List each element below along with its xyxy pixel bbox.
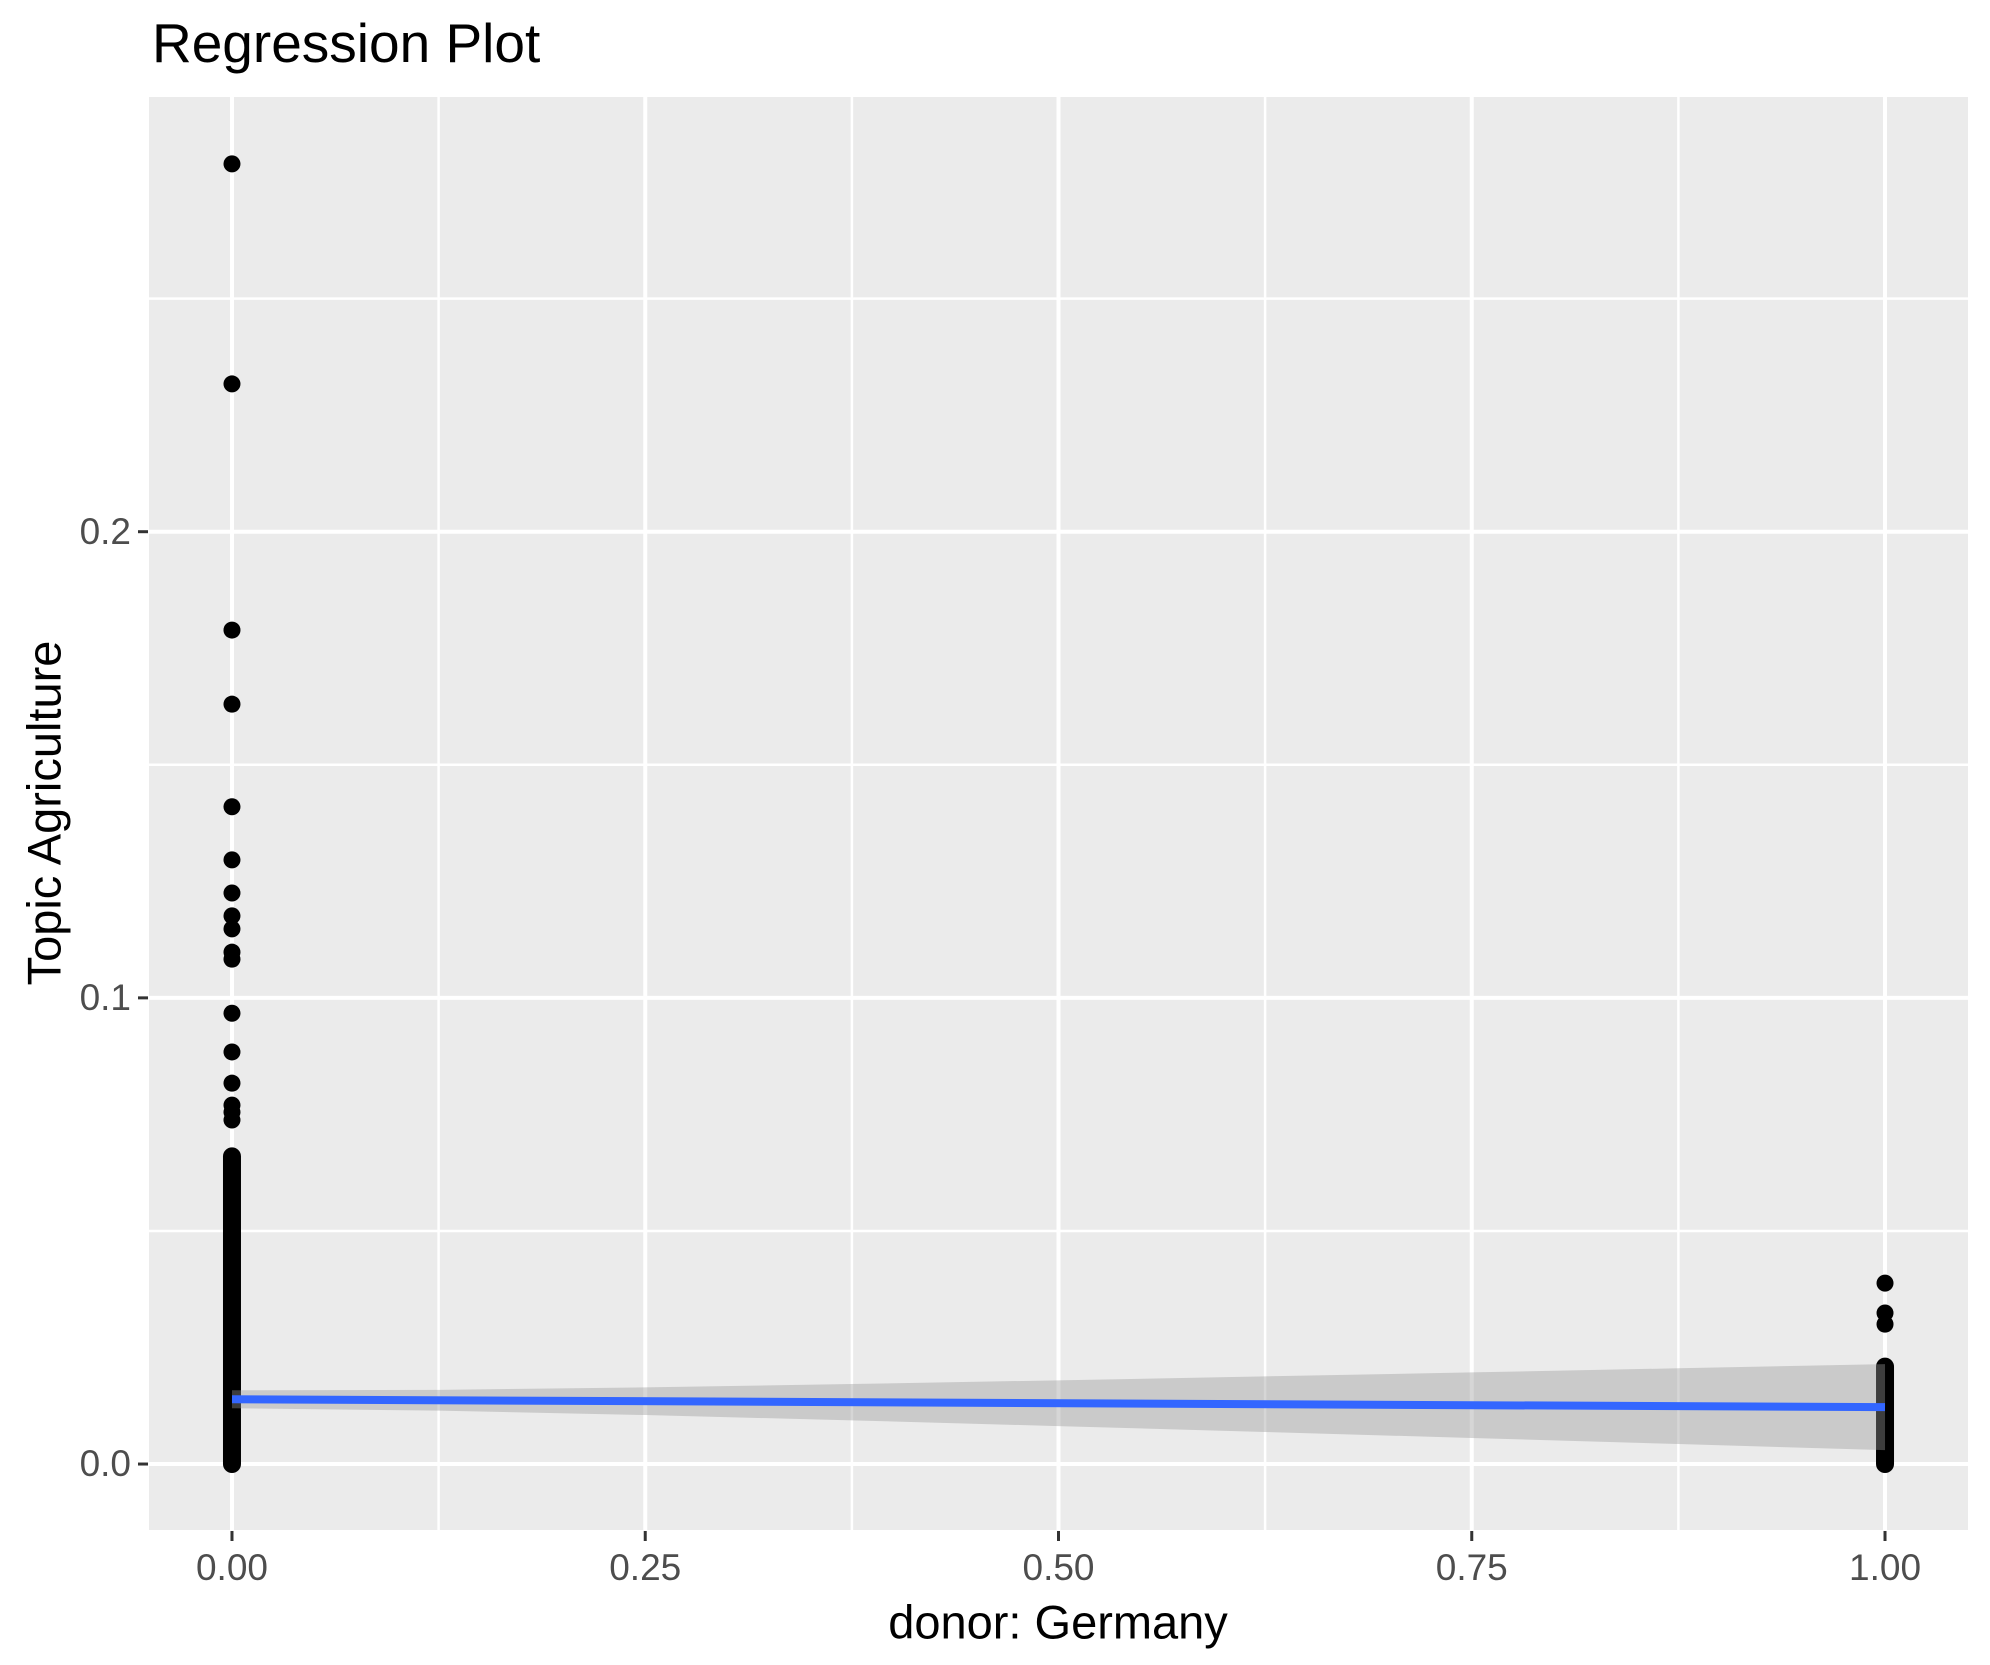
scatter-point	[223, 695, 241, 713]
scatter-point	[223, 920, 241, 938]
regression-line	[231, 1395, 1886, 1412]
x-tick-label: 0.00	[195, 1547, 268, 1588]
x-axis-title: donor: Germany	[888, 1595, 1228, 1649]
scatter-point	[223, 1111, 241, 1129]
scatter-point	[223, 798, 241, 816]
scatter-point	[223, 1074, 241, 1092]
scatter-point	[223, 621, 241, 639]
y-tick-label: 0.1	[79, 976, 131, 1018]
x-tick-label: 1.00	[1849, 1547, 1922, 1588]
scatter-point	[223, 851, 241, 869]
scatter-point	[223, 155, 241, 173]
x-tick-label: 0.75	[1435, 1547, 1508, 1588]
scatter-point	[223, 907, 241, 925]
chart-title: Regression Plot	[152, 12, 541, 74]
scatter-point	[1876, 1315, 1894, 1333]
x-tick-label: 0.50	[1022, 1547, 1095, 1588]
scatter-point	[223, 375, 241, 393]
x-tick-label: 0.25	[609, 1547, 682, 1588]
y-tick-label: 0.0	[79, 1443, 131, 1485]
y-axis-title: Topic Agriculture	[17, 640, 71, 986]
scatter-point	[223, 1043, 241, 1061]
scatter-point	[1876, 1274, 1894, 1292]
scatter-point	[223, 1004, 241, 1022]
y-tick-label: 0.2	[79, 510, 131, 552]
scatter-point	[223, 950, 241, 968]
scatter-point	[223, 884, 241, 902]
